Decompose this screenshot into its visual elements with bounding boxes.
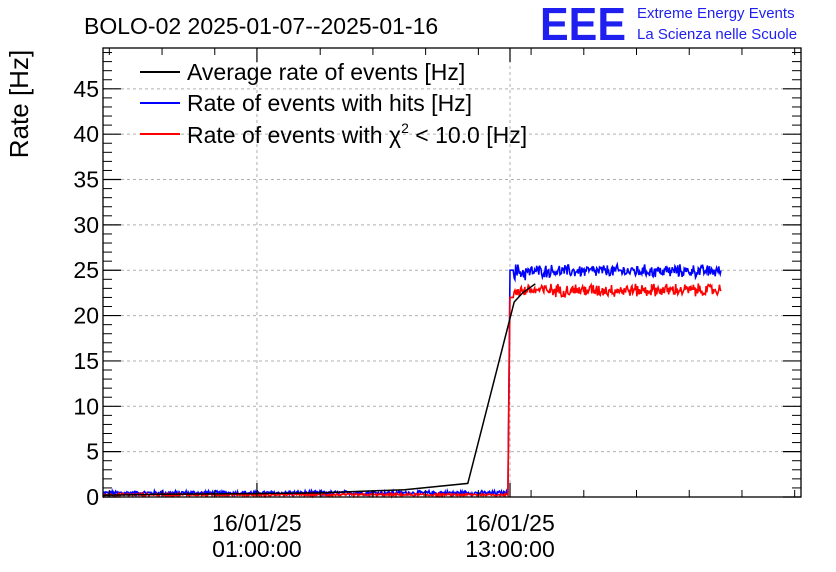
- y-tick-label: 40: [73, 121, 99, 147]
- y-tick-label: 20: [73, 303, 99, 329]
- legend-chi2-suffix: < 10.0 [Hz]: [409, 122, 527, 148]
- axis-ticks: [103, 48, 801, 498]
- legend-chi2-prefix: Rate of events with: [187, 122, 389, 148]
- x-tick-time: 01:00:00: [212, 536, 302, 562]
- logo-line-1: Extreme Energy Events: [637, 5, 795, 22]
- x-tick-time: 13:00:00: [465, 536, 555, 562]
- legend-chi2-superscript: 2: [401, 120, 409, 136]
- x-tick-date: 16/01/25: [212, 510, 302, 536]
- y-tick-label: 25: [73, 257, 99, 283]
- y-tick-label: 5: [86, 439, 99, 465]
- series-layer: [102, 261, 722, 499]
- grid-lines: [103, 48, 801, 497]
- y-tick-labels: 0 5 10 15 20 25 30 35 40 45: [73, 76, 99, 510]
- legend-entry-hits: Rate of events with hits [Hz]: [187, 90, 472, 116]
- y-tick-label: 10: [73, 393, 99, 419]
- x-tick-date: 16/01/25: [465, 510, 555, 536]
- legend-chi2-symbol: χ: [389, 122, 401, 148]
- series-line-average: [102, 283, 536, 496]
- plot-frame: [102, 47, 802, 498]
- eee-logo: EEE Extreme Energy Events La Scienza nel…: [540, 0, 797, 50]
- y-tick-label: 30: [73, 212, 99, 238]
- y-axis-label: Rate [Hz]: [4, 50, 34, 158]
- y-tick-label: 15: [73, 348, 99, 374]
- logo-line-2: La Scienza nelle Scuole: [637, 26, 797, 43]
- y-tick-label: 35: [73, 167, 99, 193]
- series-line-hits: [102, 261, 722, 498]
- legend-entry-average: Average rate of events [Hz]: [187, 59, 465, 85]
- y-tick-label: 45: [73, 76, 99, 102]
- y-tick-label: 0: [86, 484, 99, 510]
- legend: Average rate of events [Hz] Rate of even…: [140, 59, 527, 148]
- logo-mark: EEE: [540, 0, 626, 50]
- legend-entry-chi2: Rate of events with χ2 < 10.0 [Hz]: [187, 120, 527, 148]
- chart-title: BOLO-02 2025-01-07--2025-01-16: [84, 13, 438, 39]
